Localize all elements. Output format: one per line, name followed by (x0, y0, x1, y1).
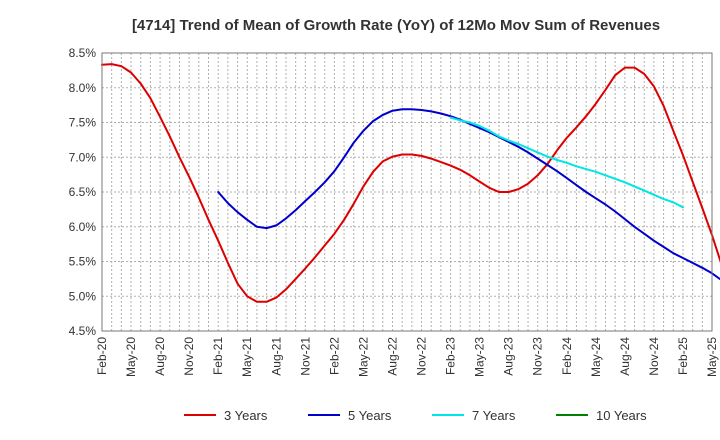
x-tick-label: Aug-23 (502, 337, 516, 376)
chart-title: [4714] Trend of Mean of Growth Rate (YoY… (132, 17, 660, 34)
x-tick-label: Aug-21 (269, 337, 283, 376)
x-tick-label: Feb-22 (327, 337, 341, 375)
x-tick-label: Nov-23 (531, 337, 545, 376)
legend-label: 7 Years (472, 408, 516, 423)
x-tick-label: Nov-20 (182, 337, 196, 376)
x-tick-label: Aug-20 (153, 337, 167, 376)
x-tick-label: May-20 (124, 337, 138, 377)
x-tick-label: Feb-24 (560, 337, 574, 375)
grid (101, 52, 713, 332)
y-tick-label: 6.5% (69, 185, 97, 199)
x-tick-label: Feb-23 (444, 337, 458, 375)
x-tick-label: May-23 (473, 337, 487, 377)
x-tick-label: May-21 (240, 337, 254, 377)
legend-label: 3 Years (224, 408, 268, 423)
legend-label: 5 Years (348, 408, 392, 423)
y-tick-label: 8.0% (69, 81, 97, 95)
y-tick-label: 5.5% (69, 255, 97, 269)
plot-frame (101, 52, 713, 332)
y-tick-label: 7.0% (69, 150, 97, 164)
x-tick-label: May-24 (589, 337, 603, 377)
x-tick-label: Feb-21 (211, 337, 225, 375)
x-tick-label: Aug-24 (618, 337, 632, 376)
x-tick-label: Nov-24 (647, 337, 661, 376)
y-tick-label: 5.0% (69, 289, 97, 303)
series-line-3-years (101, 63, 720, 303)
x-tick-label: May-22 (356, 337, 370, 377)
x-tick-label: Aug-22 (385, 337, 399, 376)
y-axis-ticks: 4.5% 5.0% 5.5% 6.0% 6.5% 7.0% 7.5% 8.0% 8.5% (69, 46, 97, 338)
x-tick-label: May-25 (705, 337, 719, 377)
y-tick-label: 8.5% (69, 46, 97, 60)
series-line-7-years (449, 116, 684, 209)
series-lines (101, 63, 720, 303)
x-axis-ticks: Feb-20 May-20 Aug-20 Nov-20 Feb-21 May-21 Aug-… (95, 337, 719, 377)
y-tick-label: 4.5% (69, 324, 97, 338)
y-tick-label: 7.5% (69, 116, 97, 130)
y-tick-label: 6.0% (69, 220, 97, 234)
x-tick-label: Feb-20 (95, 337, 109, 375)
legend: 3 Years 5 Years 7 Years 10 Years (184, 408, 647, 423)
x-tick-label: Nov-22 (415, 337, 429, 376)
series-line-5-years (217, 108, 720, 281)
legend-label: 10 Years (596, 408, 647, 423)
x-tick-label: Feb-25 (676, 337, 690, 375)
x-tick-label: Nov-21 (298, 337, 312, 376)
